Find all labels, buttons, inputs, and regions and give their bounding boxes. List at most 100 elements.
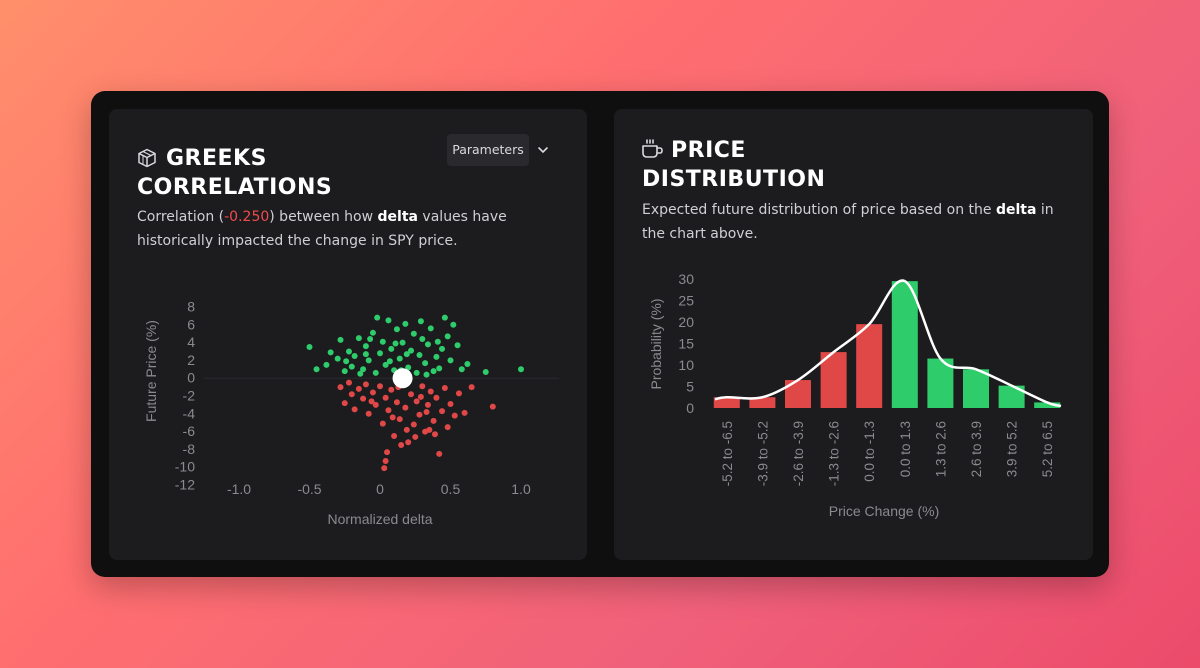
y-tick-label: -10: [175, 459, 195, 475]
scatter-point: [391, 433, 398, 440]
scatter-point: [351, 406, 358, 413]
scatter-point: [447, 401, 454, 408]
y-tick-label: 4: [187, 334, 195, 350]
scatter-point: [412, 433, 419, 440]
panel-title-line-2: DISTRIBUTION: [642, 165, 825, 194]
scatter-point: [468, 384, 475, 391]
scatter-point: [451, 412, 458, 419]
title-line-1: GREEKS: [166, 146, 267, 171]
scatter-point: [416, 411, 423, 418]
scatter-point: [439, 345, 446, 352]
y-tick-label: -2: [183, 388, 196, 404]
bar: [998, 385, 1025, 408]
scatter-point: [323, 361, 330, 368]
scatter-point: [464, 360, 471, 367]
x-tick-label: -0.5: [297, 481, 321, 497]
scatter-point: [413, 398, 420, 405]
scatter-point: [413, 369, 420, 376]
y-tick-label: -12: [175, 477, 195, 493]
scatter-point: [416, 352, 423, 359]
x-tick-label: -5.2 to -6.5: [720, 421, 735, 486]
bar: [891, 281, 918, 408]
desc-post: in: [1036, 202, 1054, 218]
scatter-point: [489, 403, 496, 410]
scatter-point: [362, 381, 369, 388]
x-tick-label: 0.5: [441, 481, 461, 497]
desc-post: values have: [417, 209, 507, 225]
scatter-point: [385, 407, 392, 414]
y-tick-label: 25: [678, 293, 694, 309]
scatter-point: [426, 426, 433, 433]
x-tick-label: 1.0: [511, 481, 531, 497]
parameters-button[interactable]: Parameters: [447, 134, 529, 166]
y-axis-label: Probability (%): [648, 298, 664, 389]
y-tick-label: 5: [686, 379, 694, 395]
scatter-point: [405, 439, 412, 446]
scatter-point: [444, 333, 451, 340]
scatter-point: [408, 347, 415, 354]
scatter-point: [447, 357, 454, 364]
x-tick-label: -3.9 to -5.2: [755, 421, 770, 486]
scatter-point: [441, 314, 448, 321]
title-line-2: DISTRIBUTION: [642, 167, 826, 192]
scatter-point: [388, 345, 395, 352]
scatter-point: [379, 420, 386, 427]
scatter-point: [433, 353, 440, 360]
bar: [713, 397, 740, 408]
scatter-point: [458, 366, 465, 373]
scatter-point: [382, 361, 389, 368]
scatter-point: [362, 351, 369, 358]
scatter-point: [369, 329, 376, 336]
scatter-point: [454, 342, 461, 349]
scatter-point: [327, 349, 334, 356]
scatter-point: [374, 314, 381, 321]
scatter-point: [360, 395, 367, 402]
scatter-point: [368, 398, 375, 405]
scatter-point: [377, 350, 383, 357]
scatter-point: [441, 384, 448, 391]
x-axis-label: Normalized delta: [327, 511, 432, 527]
chevron-down-icon[interactable]: [537, 145, 549, 155]
scatter-point: [424, 341, 431, 348]
current-delta-point: [392, 368, 413, 389]
scatter-point: [381, 465, 388, 472]
scatter-point: [382, 457, 389, 464]
scatter-point: [396, 355, 403, 362]
scatter-point: [419, 336, 426, 343]
y-tick-label: 2: [187, 352, 195, 368]
scatter-point: [423, 371, 430, 378]
scatter-point: [444, 424, 451, 431]
y-tick-label: 15: [678, 336, 694, 352]
scatter-point: [355, 385, 362, 392]
scatter-point: [357, 370, 364, 377]
desc-mid: ) between how: [269, 209, 378, 225]
scatter-point: [408, 391, 415, 398]
scatter-point: [348, 391, 355, 398]
scatter-point: [377, 383, 383, 390]
x-axis-label: Price Change (%): [829, 503, 940, 519]
scatter-point: [393, 399, 400, 406]
bar: [1034, 402, 1061, 408]
scatter-point: [348, 363, 355, 370]
y-tick-label: 0: [686, 400, 694, 416]
y-tick-label: 20: [678, 314, 694, 330]
x-tick-label: 2.6 to 3.9: [969, 421, 984, 477]
scatter-point: [398, 441, 405, 448]
x-tick-label: -1.3 to -2.6: [827, 421, 842, 486]
cube-icon: [138, 148, 156, 168]
scatter-point: [337, 336, 344, 343]
title-line-1: PRICE: [671, 138, 746, 163]
scatter-point: [402, 320, 409, 327]
x-tick-label: -1.0: [227, 481, 251, 497]
scatter-point: [384, 449, 391, 456]
scatter-point: [403, 426, 410, 433]
scatter-point: [419, 383, 426, 390]
scatter-point: [430, 417, 437, 424]
scatter-point: [450, 321, 457, 328]
scatter-point: [389, 414, 396, 421]
scatter-point: [431, 431, 438, 438]
scatter-point: [365, 357, 372, 364]
correlation-value: -0.250: [224, 209, 270, 225]
scatter-point: [433, 394, 440, 401]
scatter-point: [385, 317, 392, 324]
